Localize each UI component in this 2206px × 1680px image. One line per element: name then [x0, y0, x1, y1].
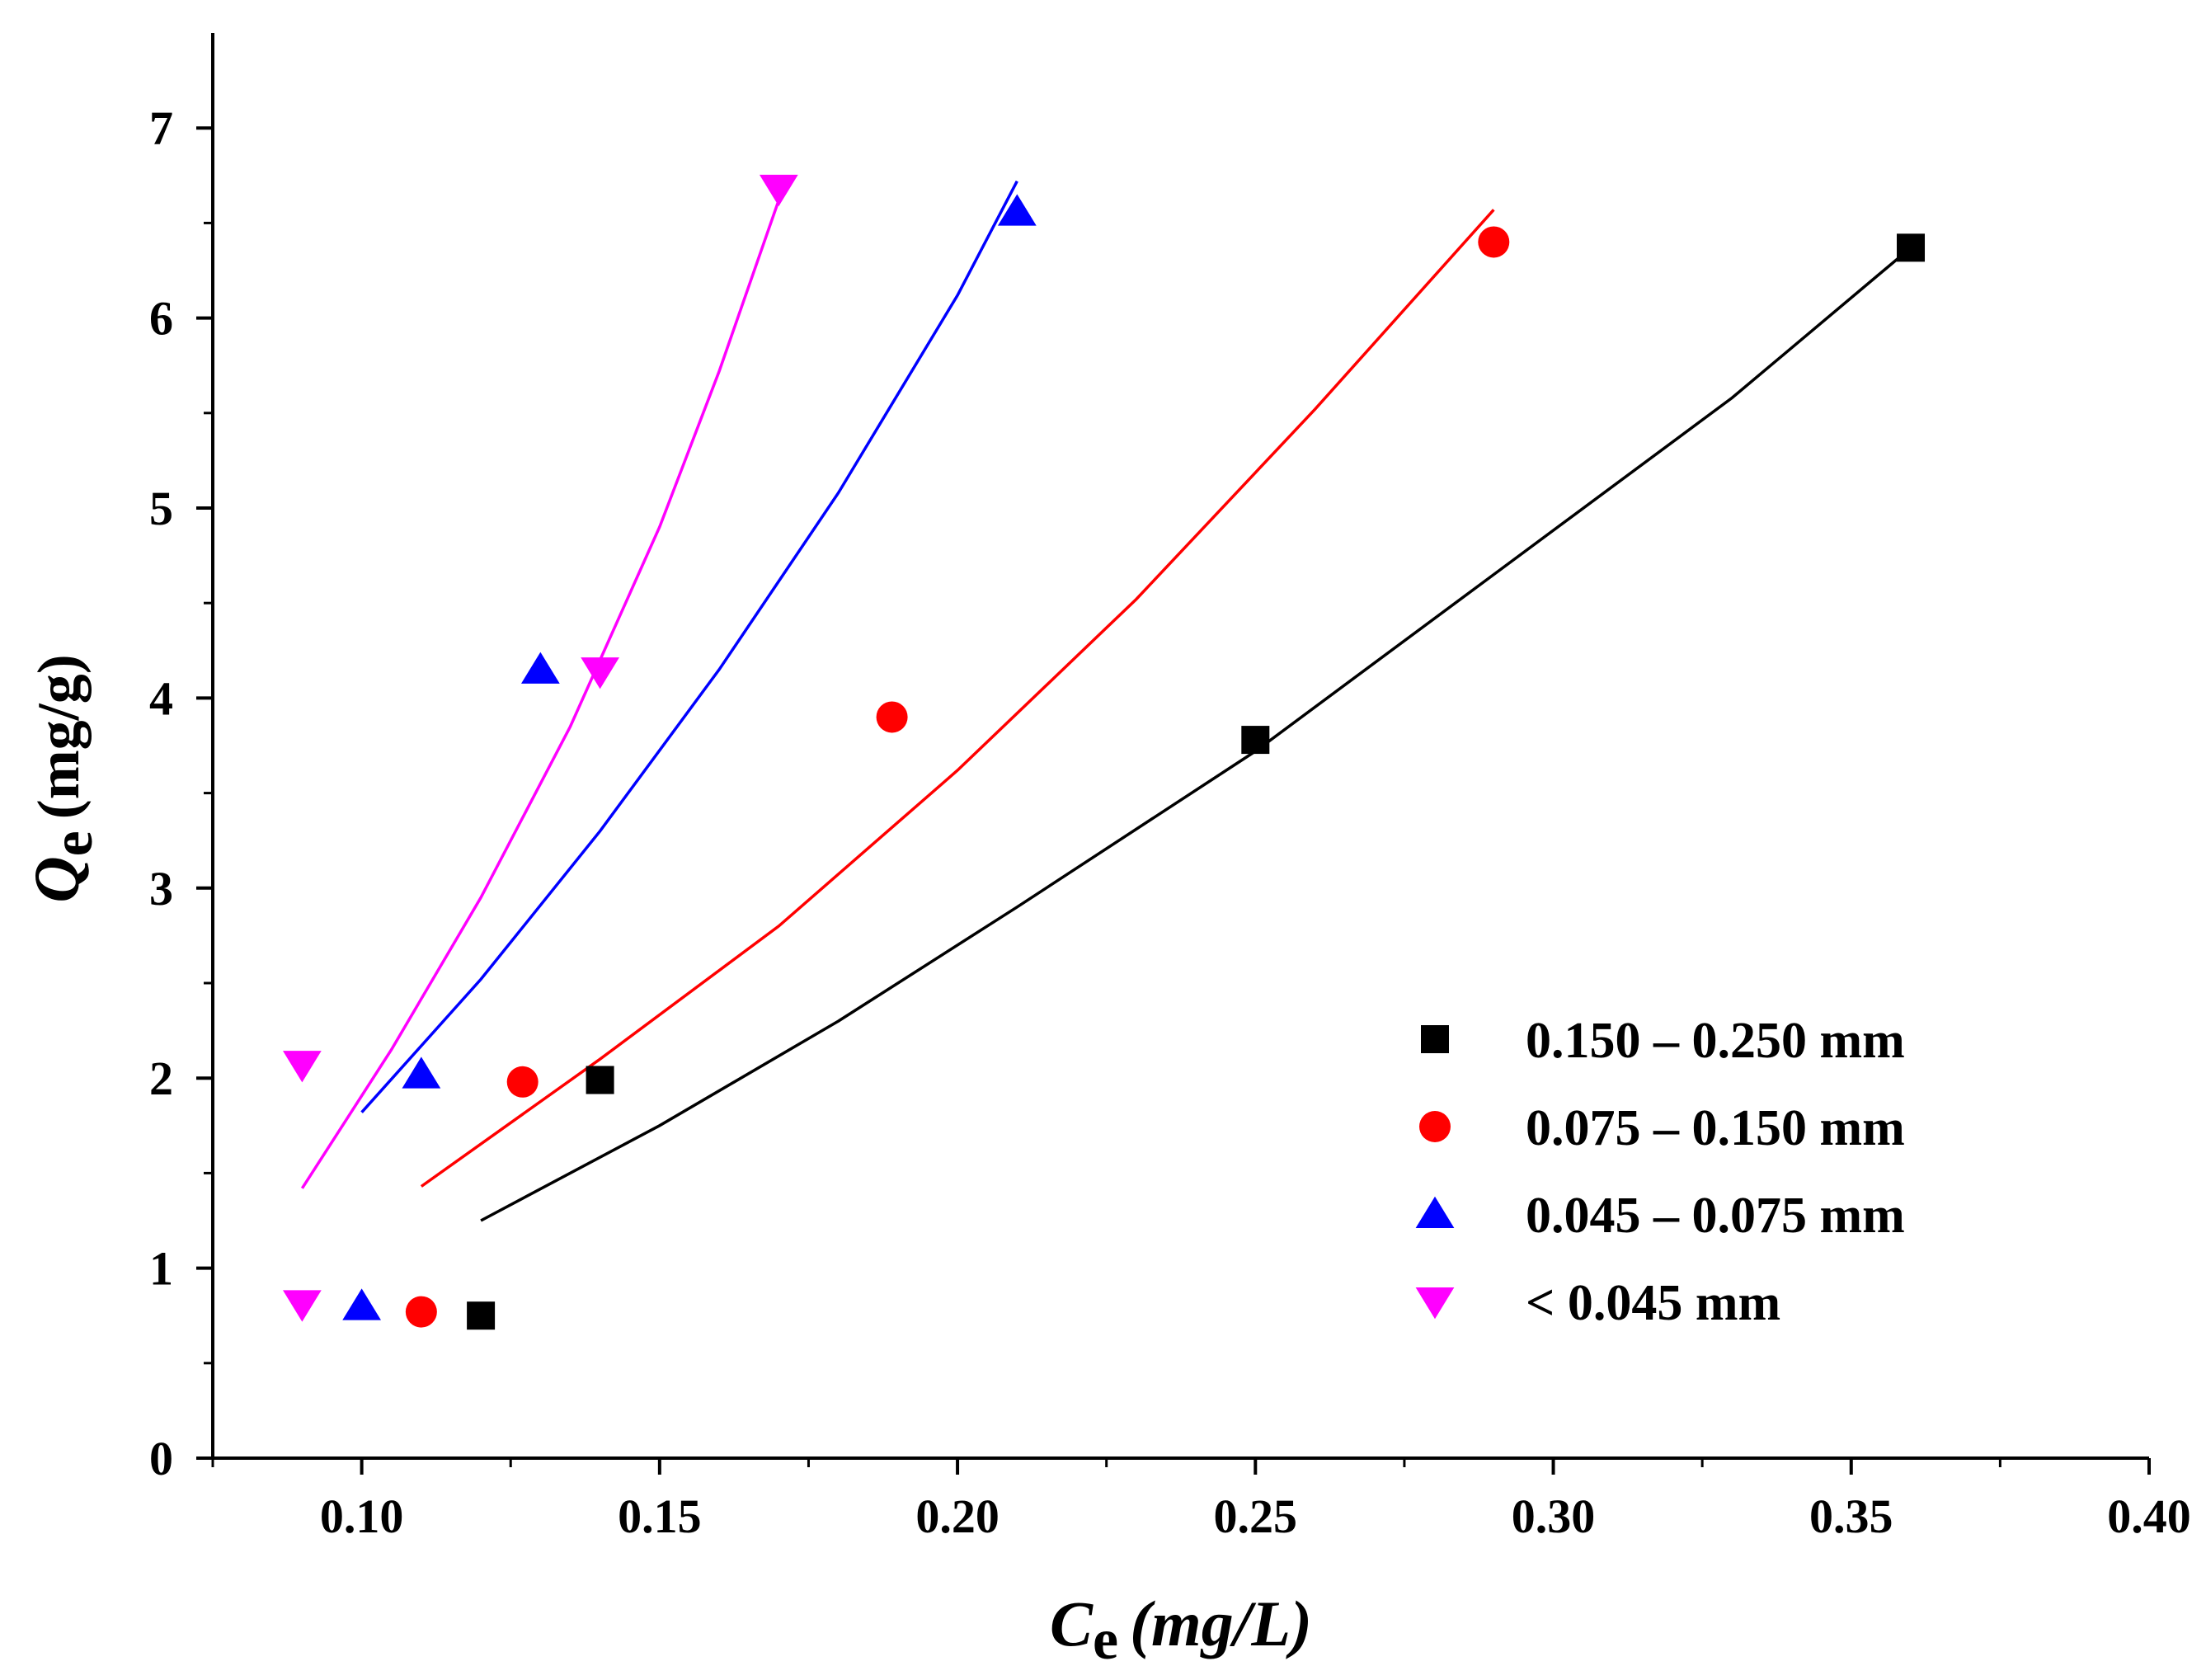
y-tick-label: 1 [149, 1242, 173, 1296]
y-tick-label: 0 [149, 1432, 173, 1485]
y-tick-label: 6 [149, 292, 173, 346]
data-point [1241, 726, 1270, 755]
legend-label: < 0.045 mm [1526, 1275, 1780, 1331]
fit-curve [480, 247, 1912, 1222]
y-tick-label: 4 [149, 671, 173, 725]
fit-curves [300, 180, 1912, 1222]
data-point [467, 1301, 496, 1330]
x-axis-symbol: C [1050, 1588, 1094, 1659]
x-axis-title: Ce (mg/L) [1050, 1588, 1312, 1672]
legend-marker [1415, 1287, 1455, 1320]
y-tick-label: 2 [149, 1052, 173, 1105]
x-tick-label: 0.40 [2107, 1489, 2191, 1543]
fit-curve [420, 209, 1495, 1188]
x-axis-subscript: e [1093, 1608, 1118, 1672]
y-tick-label: 3 [149, 862, 173, 915]
data-point [506, 1066, 539, 1098]
y-axis-subscript: e [41, 831, 105, 856]
data-point [402, 1056, 441, 1089]
y-tick-label: 7 [149, 101, 173, 155]
data-point [581, 657, 619, 689]
y-axis-title: Qe (mg/g) [21, 654, 105, 902]
legend-marker [1415, 1196, 1455, 1228]
x-axis-unit: (mg/L) [1130, 1588, 1312, 1659]
data-point [876, 701, 908, 733]
data-markers [282, 174, 1926, 1330]
fit-curve [360, 180, 1018, 1113]
x-tick-label: 0.25 [1214, 1489, 1298, 1543]
x-tick-label: 0.35 [1809, 1489, 1893, 1543]
legend-label: 0.150 – 0.250 mm [1526, 1013, 1905, 1069]
y-axis-unit: (mg/g) [26, 654, 92, 819]
data-point [405, 1296, 437, 1328]
y-axis-ticks: 0 1 2 3 4 5 6 7 [149, 101, 213, 1485]
x-axis-ticks: 0.10 0.15 0.20 0.25 0.30 0.35 0.40 [211, 1458, 2191, 1543]
legend-label: 0.075 – 0.150 mm [1526, 1100, 1905, 1156]
fit-curve [300, 200, 780, 1189]
legend-marker [1421, 1025, 1449, 1053]
x-tick-label: 0.10 [320, 1489, 404, 1543]
x-tick-label: 0.15 [618, 1489, 702, 1543]
data-point [759, 174, 798, 207]
data-point [282, 1290, 322, 1322]
legend-marker [1419, 1111, 1451, 1142]
data-point [1478, 226, 1510, 258]
y-axis-symbol: Q [21, 856, 92, 902]
data-point [1897, 233, 1926, 262]
x-tick-label: 0.20 [915, 1489, 1000, 1543]
data-point [342, 1288, 381, 1320]
legend: 0.150 – 0.250 mm 0.075 – 0.150 mm 0.045 – … [1415, 1013, 1905, 1331]
y-tick-label: 5 [149, 482, 173, 535]
data-point [997, 194, 1037, 226]
data-point [586, 1066, 614, 1094]
data-point [282, 1051, 322, 1083]
legend-label: 0.045 – 0.075 mm [1526, 1188, 1905, 1244]
data-point [520, 652, 560, 684]
x-tick-label: 0.30 [1512, 1489, 1596, 1543]
axes [211, 33, 2149, 1460]
